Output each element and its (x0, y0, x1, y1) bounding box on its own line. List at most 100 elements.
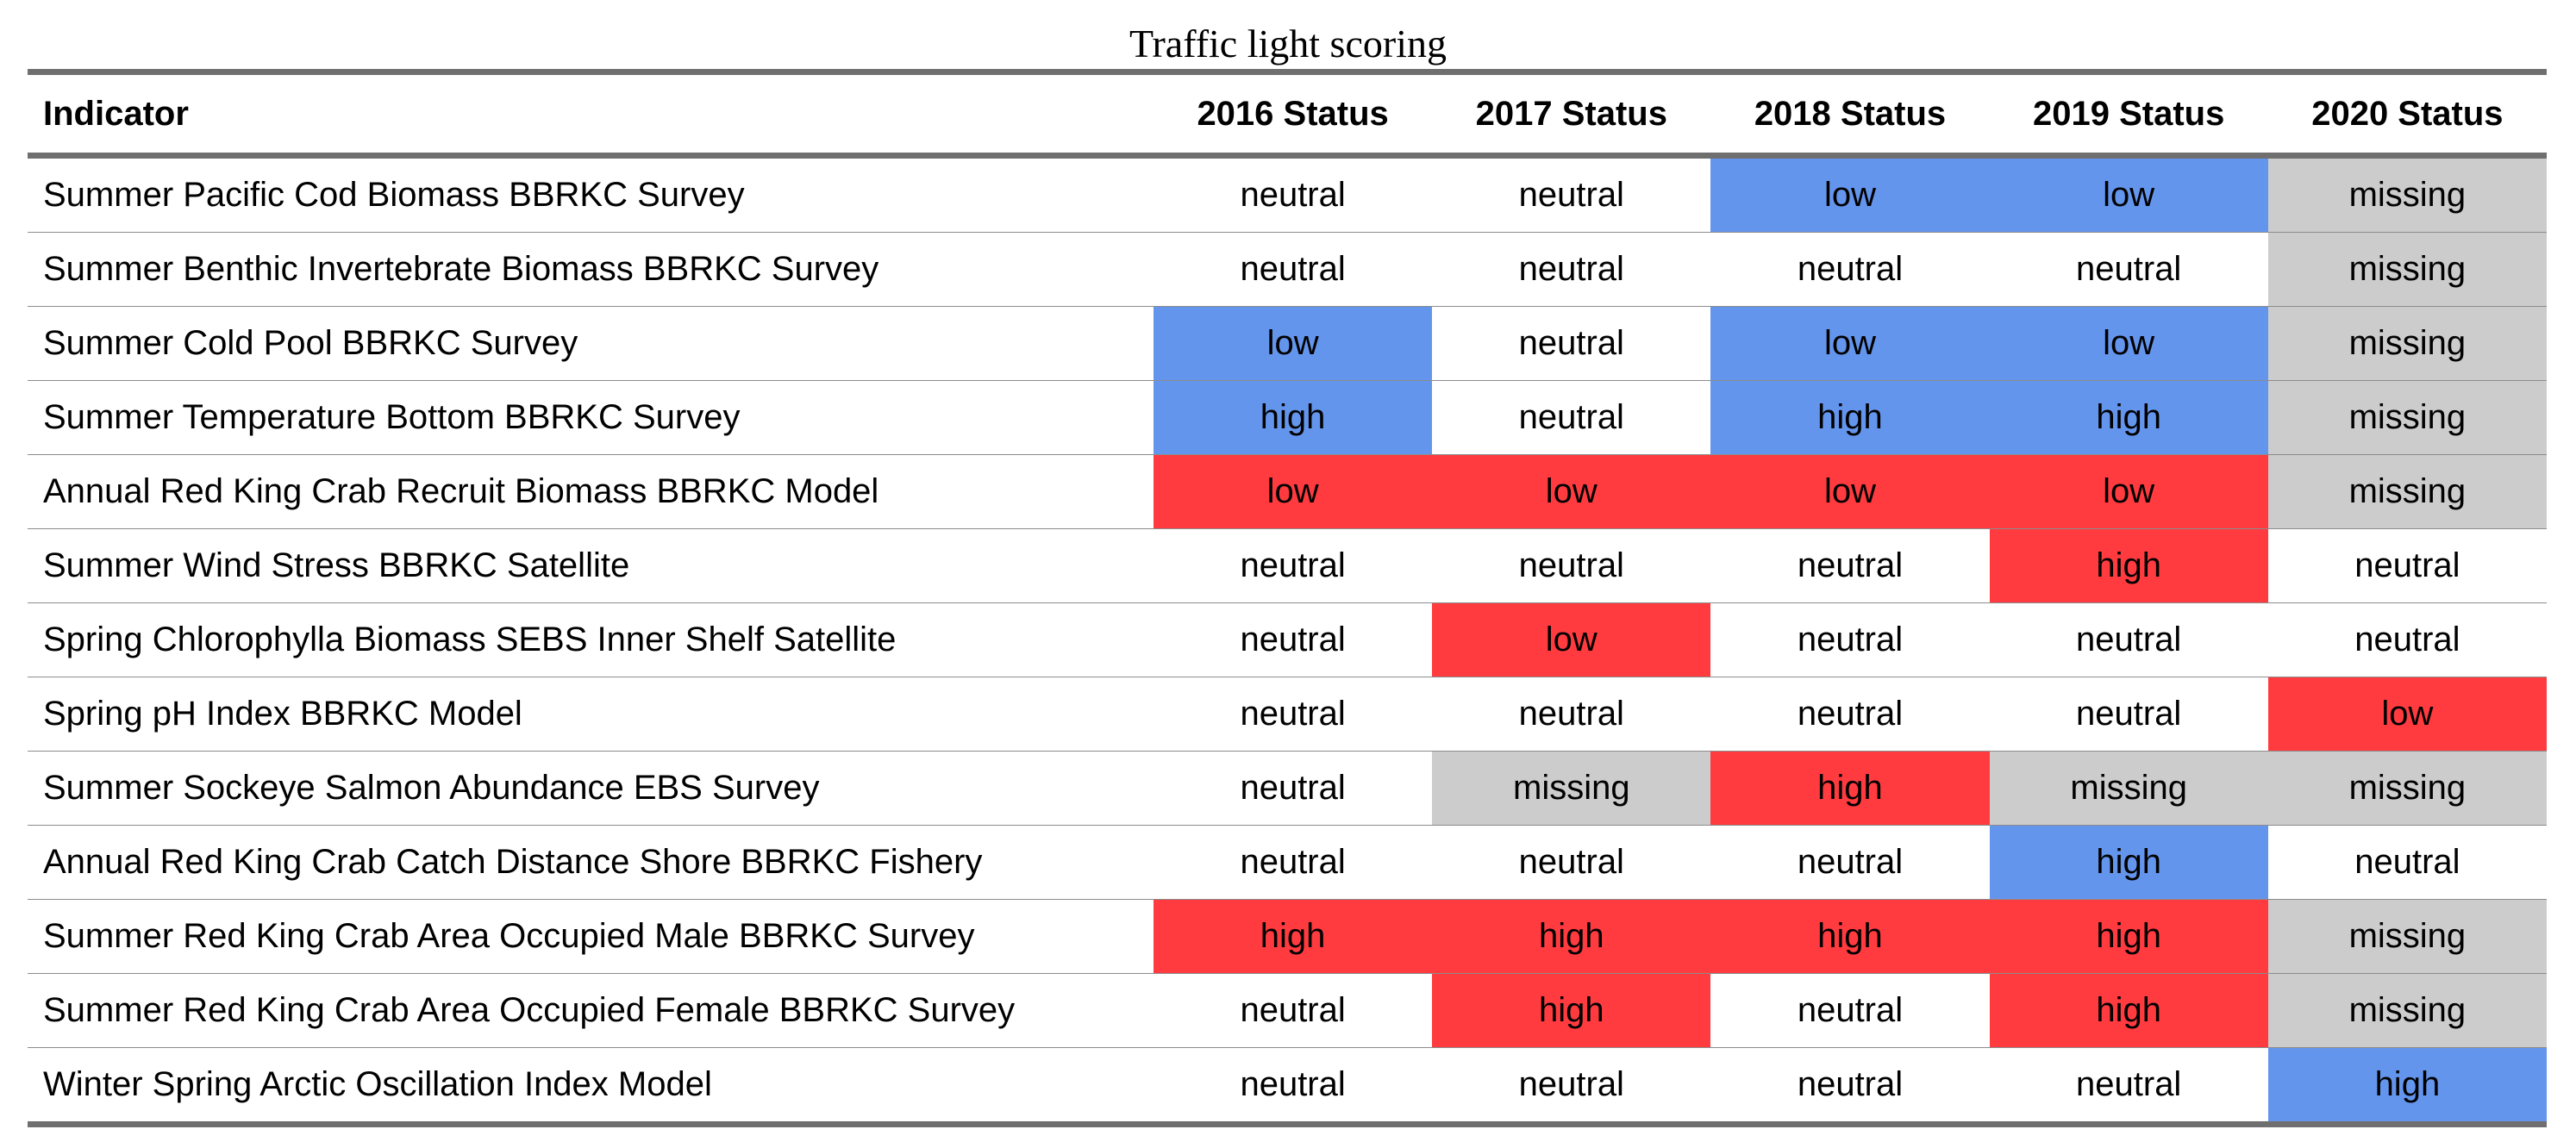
status-cell-2020: missing (2267, 751, 2547, 826)
indicator-cell: Summer Temperature Bottom BBRKC Survey (28, 380, 1154, 455)
status-cell-2017: neutral (1432, 528, 1711, 603)
status-cell-2017: high (1432, 973, 1711, 1048)
status-cell-2017: low (1432, 602, 1711, 677)
status-cell-2016: neutral (1154, 973, 1433, 1048)
table-row: Summer Wind Stress BBRKC Satellite neutra… (28, 528, 2547, 603)
status-cell-2016: low (1154, 454, 1433, 529)
status-cell-2020: missing (2267, 306, 2547, 381)
indicator-cell: Annual Red King Crab Catch Distance Shor… (28, 825, 1154, 900)
status-cell-2016: neutral (1154, 825, 1433, 900)
status-cell-2016: neutral (1154, 1047, 1433, 1125)
status-cell-2018: low (1710, 306, 1990, 381)
status-cell-2017: missing (1432, 751, 1711, 826)
status-cell-2020: high (2267, 1047, 2547, 1125)
status-cell-2016: neutral (1154, 602, 1433, 677)
status-cell-2019: high (1989, 380, 2268, 455)
status-cell-2018: neutral (1710, 232, 1990, 307)
table-row: Summer Cold Pool BBRKC Survey low neutral l… (28, 306, 2547, 381)
status-cell-2019: high (1989, 973, 2268, 1048)
status-cell-2019: low (1989, 155, 2268, 233)
status-cell-2019: low (1989, 306, 2268, 381)
status-cell-2018: low (1710, 454, 1990, 529)
status-cell-2020: missing (2267, 899, 2547, 974)
status-cell-2018: neutral (1710, 825, 1990, 900)
status-cell-2017: neutral (1432, 232, 1711, 307)
status-cell-2016: neutral (1154, 232, 1433, 307)
indicator-cell: Summer Wind Stress BBRKC Satellite (28, 528, 1154, 603)
status-cell-2020: missing (2267, 454, 2547, 529)
table-row: Spring Chlorophylla Biomass SEBS Inner S… (28, 602, 2547, 677)
status-cell-2018: neutral (1710, 602, 1990, 677)
status-cell-2017: neutral (1432, 1047, 1711, 1125)
status-cell-2019: neutral (1989, 1047, 2268, 1125)
status-cell-2017: neutral (1432, 155, 1711, 233)
status-cell-2019: neutral (1989, 232, 2268, 307)
status-cell-2016: neutral (1154, 528, 1433, 603)
status-cell-2017: neutral (1432, 677, 1711, 752)
status-cell-2018: high (1710, 899, 1990, 974)
status-cell-2019: high (1989, 899, 2268, 974)
header-row: Indicator 2016 Status 2017 Status 2018 S… (28, 72, 2547, 159)
indicator-cell: Annual Red King Crab Recruit Biomass BBR… (28, 454, 1154, 529)
table-row: Annual Red King Crab Recruit Biomass BBR… (28, 454, 2547, 529)
table-row: Spring pH Index BBRKC Model neutral neutra… (28, 677, 2547, 752)
status-cell-2020: missing (2267, 155, 2547, 233)
status-cell-2016: low (1154, 306, 1433, 381)
status-cell-2018: high (1710, 751, 1990, 826)
status-cell-2019: high (1989, 528, 2268, 603)
table-row: Summer Sockeye Salmon Abundance EBS Surv… (28, 751, 2547, 826)
status-cell-2017: neutral (1432, 825, 1711, 900)
indicator-cell: Summer Benthic Invertebrate Biomass BBRK… (28, 232, 1154, 307)
indicator-cell: Summer Red King Crab Area Occupied Femal… (28, 973, 1154, 1048)
column-header-2016: 2016 Status (1154, 72, 1433, 159)
status-cell-2019: neutral (1989, 677, 2268, 752)
status-cell-2018: low (1710, 155, 1990, 233)
status-cell-2017: neutral (1432, 380, 1711, 455)
table-caption: Traffic light scoring (1129, 22, 1447, 66)
column-header-2018: 2018 Status (1710, 72, 1990, 159)
status-cell-2018: neutral (1710, 973, 1990, 1048)
status-cell-2019: missing (1989, 751, 2268, 826)
indicator-cell: Spring pH Index BBRKC Model (28, 677, 1154, 752)
indicator-cell: Spring Chlorophylla Biomass SEBS Inner S… (28, 602, 1154, 677)
table-body: Summer Pacific Cod Biomass BBRKC Survey n… (28, 155, 2547, 1125)
status-cell-2020: missing (2267, 973, 2547, 1048)
status-cell-2017: neutral (1432, 306, 1711, 381)
status-cell-2016: neutral (1154, 751, 1433, 826)
status-cell-2017: low (1432, 454, 1711, 529)
status-cell-2016: high (1154, 899, 1433, 974)
table-row: Summer Temperature Bottom BBRKC Survey hi… (28, 380, 2547, 455)
table-row: Summer Red King Crab Area Occupied Femal… (28, 973, 2547, 1048)
status-cell-2020: missing (2267, 232, 2547, 307)
table-row: Summer Pacific Cod Biomass BBRKC Survey n… (28, 155, 2547, 233)
table-row: Annual Red King Crab Catch Distance Shor… (28, 825, 2547, 900)
traffic-light-table: Indicator 2016 Status 2017 Status 2018 S… (28, 69, 2547, 1127)
column-header-2019: 2019 Status (1989, 72, 2268, 159)
status-cell-2020: neutral (2267, 528, 2547, 603)
status-cell-2018: high (1710, 380, 1990, 455)
status-cell-2020: low (2267, 677, 2547, 752)
status-cell-2020: neutral (2267, 825, 2547, 900)
status-cell-2016: neutral (1154, 155, 1433, 233)
table-row: Summer Red King Crab Area Occupied Male … (28, 899, 2547, 974)
indicator-cell: Summer Cold Pool BBRKC Survey (28, 306, 1154, 381)
status-cell-2020: neutral (2267, 602, 2547, 677)
status-cell-2018: neutral (1710, 528, 1990, 603)
status-cell-2019: neutral (1989, 602, 2268, 677)
indicator-cell: Winter Spring Arctic Oscillation Index M… (28, 1047, 1154, 1125)
table-row: Summer Benthic Invertebrate Biomass BBRK… (28, 232, 2547, 307)
indicator-cell: Summer Pacific Cod Biomass BBRKC Survey (43, 176, 745, 214)
column-header-2017: 2017 Status (1432, 72, 1711, 159)
column-header-2020: 2020 Status (2267, 72, 2547, 159)
status-cell-2018: neutral (1710, 1047, 1990, 1125)
indicator-cell: Summer Red King Crab Area Occupied Male … (28, 899, 1154, 974)
status-cell-2020: missing (2267, 380, 2547, 455)
status-cell-2017: high (1432, 899, 1711, 974)
status-cell-2019: low (1989, 454, 2268, 529)
status-cell-2016: neutral (1154, 677, 1433, 752)
table-row: Winter Spring Arctic Oscillation Index M… (28, 1047, 2547, 1125)
status-cell-2016: high (1154, 380, 1433, 455)
status-cell-2018: neutral (1710, 677, 1990, 752)
indicator-cell: Summer Sockeye Salmon Abundance EBS Surv… (28, 751, 1154, 826)
status-cell-2019: high (1989, 825, 2268, 900)
